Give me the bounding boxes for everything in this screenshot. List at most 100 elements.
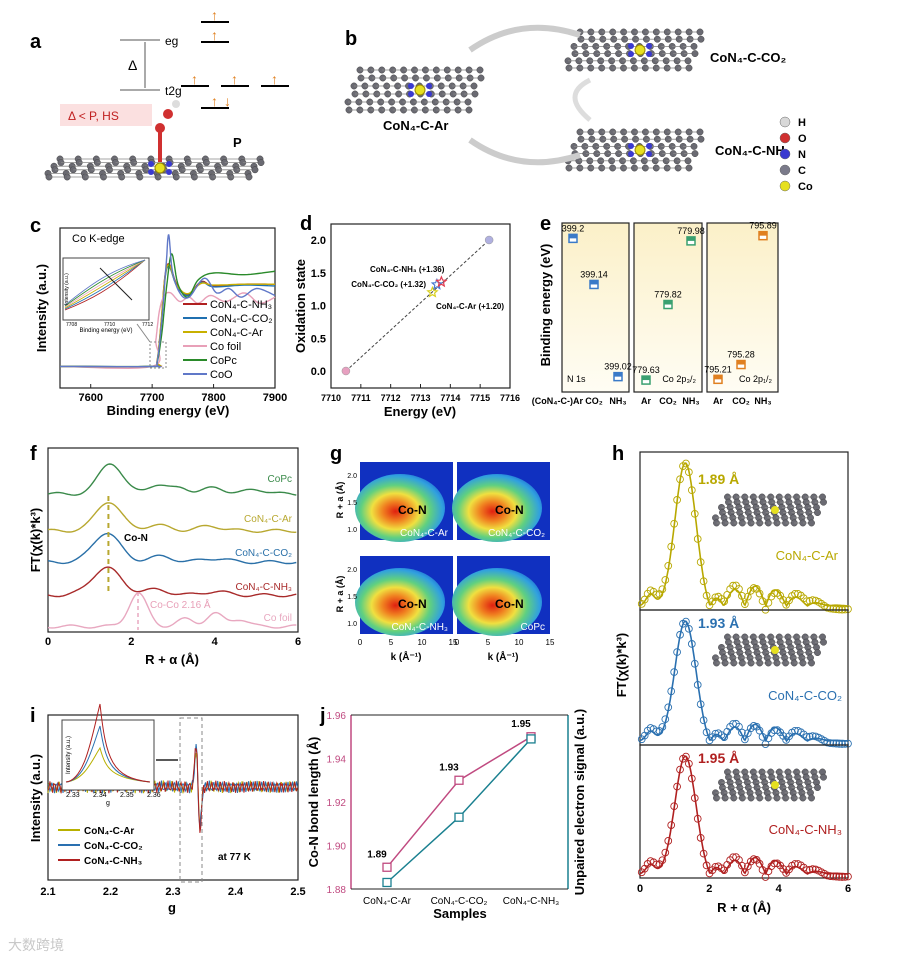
map-title: CoN₄-C-NH₃ bbox=[392, 622, 448, 633]
data-point bbox=[802, 866, 811, 874]
inset-tick-label: 2.34 bbox=[93, 792, 107, 799]
legend-label: Co foil bbox=[210, 341, 241, 353]
data-point-fill bbox=[687, 236, 695, 241]
data-point bbox=[687, 640, 696, 648]
category-label: (CoN₄-C-)Ar bbox=[532, 396, 584, 406]
data-point bbox=[741, 600, 749, 608]
feature-label: Co-N bbox=[495, 503, 524, 517]
x-tick-label: 7714 bbox=[440, 393, 460, 403]
data-point bbox=[829, 605, 838, 613]
carbon-atom bbox=[684, 57, 692, 65]
y-tick-label: 1.5 bbox=[347, 500, 357, 507]
data-point bbox=[699, 716, 708, 725]
nitrogen-atom bbox=[166, 169, 172, 175]
panel-label-b: b bbox=[345, 28, 357, 50]
series-line-3 bbox=[59, 291, 276, 370]
y-axis-label: R + a (Å) bbox=[335, 576, 345, 613]
inset-trend-arrow bbox=[99, 267, 133, 301]
data-point bbox=[667, 687, 676, 696]
x-tick-label: 2 bbox=[128, 636, 134, 648]
data-point-fill bbox=[664, 300, 672, 305]
data-point bbox=[696, 558, 705, 566]
panel-label-h: h bbox=[612, 443, 624, 465]
plot-frame bbox=[47, 714, 299, 881]
map-title: CoN₄-C-Ar bbox=[400, 528, 449, 539]
cycle-arrow bbox=[468, 137, 581, 166]
inset-x-label: Binding energy (eV) bbox=[79, 328, 132, 334]
inset-tick-label: 2.36 bbox=[147, 792, 161, 799]
y-tick-label: 2.0 bbox=[311, 235, 326, 247]
y-tick-label: 1.0 bbox=[347, 621, 357, 628]
spin-up-arrow-icon: ↑ bbox=[211, 27, 218, 43]
plot-frame bbox=[47, 447, 299, 633]
value-label: 1.89 bbox=[367, 849, 387, 860]
star-marker-icon bbox=[430, 277, 444, 290]
cobalt-atom bbox=[771, 646, 779, 654]
bond-length-label: 1.93 Å bbox=[698, 615, 739, 631]
nitrogen-atom bbox=[646, 51, 652, 57]
carbon-atom bbox=[691, 50, 699, 57]
x-axis-label: k (Å⁻¹) bbox=[488, 650, 519, 663]
series-label: CoN₄-C-CO₂ bbox=[235, 548, 292, 559]
zoom-region-box bbox=[149, 341, 167, 369]
atom-legend-label: H bbox=[798, 117, 806, 129]
data-point bbox=[526, 734, 536, 744]
star-marker-icon bbox=[435, 275, 448, 288]
data-point bbox=[702, 728, 711, 737]
data-point bbox=[805, 865, 814, 874]
nitrogen-atom bbox=[646, 151, 652, 157]
graphene-sheet bbox=[712, 633, 827, 667]
x-tick-label: 2 bbox=[706, 883, 712, 895]
subpanel-frame bbox=[639, 609, 849, 746]
x-tick-label: 7715 bbox=[470, 393, 490, 403]
t2g-label: t2g bbox=[165, 84, 182, 98]
x-tick-label: 2.1 bbox=[40, 886, 55, 898]
legend-label: CoO bbox=[210, 369, 233, 381]
data-point bbox=[682, 459, 690, 468]
x-tick-label: 7800 bbox=[201, 392, 225, 404]
data-point bbox=[664, 703, 673, 712]
legend-label: CoN₄-C-Ar bbox=[210, 327, 263, 339]
data-point bbox=[454, 775, 464, 785]
atom-legend-marker bbox=[779, 116, 791, 128]
data-point bbox=[838, 740, 846, 748]
y-axis-label: Intensity (a.u.) bbox=[34, 264, 49, 352]
data-point bbox=[826, 739, 835, 747]
data-point bbox=[829, 739, 838, 748]
feature-label: Co-N bbox=[398, 597, 427, 611]
category-label: Ar bbox=[713, 396, 723, 406]
data-point bbox=[826, 872, 835, 880]
category-label: NH₃ bbox=[754, 396, 771, 406]
watermark: 大数跨境 bbox=[8, 937, 64, 953]
inset-series-line bbox=[65, 746, 151, 783]
legend-label: CoN₄-C-Ar bbox=[84, 826, 134, 837]
spin-up-arrow-icon: ↑ bbox=[211, 93, 218, 109]
hydrogen-atom bbox=[172, 100, 180, 108]
data-point bbox=[808, 732, 817, 740]
category-label: NH₃ bbox=[609, 396, 626, 406]
y-axis-label: FT(χ(k)*k³) bbox=[28, 508, 43, 573]
series-line-3 bbox=[47, 566, 297, 598]
data-point bbox=[702, 861, 711, 870]
x-tick-label: 10 bbox=[418, 638, 427, 647]
series-line-0 bbox=[47, 463, 297, 496]
data-point-fill bbox=[614, 372, 622, 377]
fit-line bbox=[345, 239, 490, 372]
series-line-2 bbox=[47, 532, 297, 565]
atom-legend-marker bbox=[779, 164, 791, 176]
map-title: CoPc bbox=[521, 622, 545, 633]
y-tick-label: 2.0 bbox=[347, 473, 357, 480]
data-point bbox=[673, 648, 681, 656]
series-label: CoN₄-C-NH₃ bbox=[236, 582, 292, 593]
data-point bbox=[711, 862, 720, 871]
y-axis-label: FT(χ(k)*k³) bbox=[614, 633, 629, 698]
carbon-atom bbox=[471, 90, 479, 98]
x-tick-label: 5 bbox=[486, 638, 491, 647]
panel-label-d: d bbox=[300, 213, 312, 235]
value-label: 795.28 bbox=[727, 350, 755, 360]
carbon-atom bbox=[814, 509, 821, 516]
data-point bbox=[652, 590, 661, 599]
y-axis-label: Co-N bond length (Å) bbox=[306, 737, 321, 868]
delta-label: Δ bbox=[128, 57, 137, 73]
